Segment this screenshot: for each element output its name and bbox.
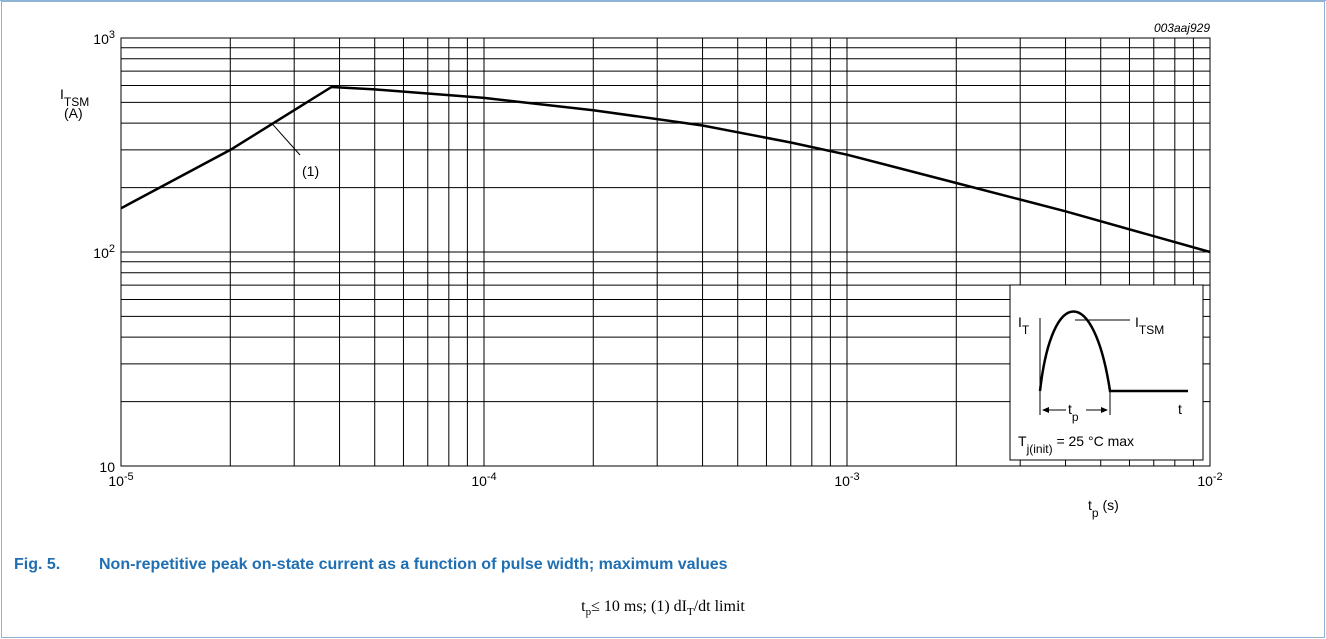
- note-tail: /dt limit: [693, 598, 745, 615]
- x-tick-label: 10-2: [1197, 471, 1222, 489]
- x-tick-label: 10-4: [471, 471, 496, 489]
- x-tick-label: 10-5: [108, 471, 133, 489]
- y-axis-label: ITSM: [60, 86, 89, 109]
- note-p: p: [585, 606, 592, 619]
- series-line: [120, 85, 1211, 254]
- inset-itsm-label: ITSM: [1135, 314, 1164, 337]
- inset-pulse: [1038, 310, 1188, 393]
- inset-arrowhead-right: [1101, 407, 1108, 413]
- inset-condition: Tj(init) = 25 °C max: [1018, 433, 1134, 456]
- y-tick-label: 103: [93, 29, 115, 47]
- inset-tp-label: tp: [1068, 401, 1079, 424]
- y-tick-label: 102: [93, 243, 115, 261]
- x-tick-label: 10-3: [834, 471, 859, 489]
- note-text: ≤ 10 ms; (1) dI: [591, 598, 687, 615]
- annotation-label: (1): [302, 163, 319, 179]
- y-axis-unit: (A): [64, 105, 83, 121]
- top-border-line: [0, 0, 1326, 1]
- figure-title: Non-repetitive peak on-state current as …: [99, 556, 728, 573]
- inset-arrowhead-left: [1042, 407, 1049, 413]
- annotation-leader: [271, 122, 301, 156]
- note-t: t: [581, 598, 586, 615]
- figure-note: tp≤ 10 ms; (1) dIT/dt limit: [0, 598, 1326, 618]
- figure-number: Fig. 5.: [14, 556, 61, 573]
- figure-caption: Fig. 5. Non-repetitive peak on-state curr…: [14, 556, 728, 574]
- note-T: T: [686, 606, 694, 619]
- y-tick-label: 10: [99, 459, 115, 475]
- figure-id: 003aaj929: [1154, 21, 1210, 35]
- inset-t-label: t: [1178, 401, 1182, 417]
- inset-it-label: IT: [1018, 314, 1030, 337]
- x-axis-label: tp (s): [1088, 497, 1119, 520]
